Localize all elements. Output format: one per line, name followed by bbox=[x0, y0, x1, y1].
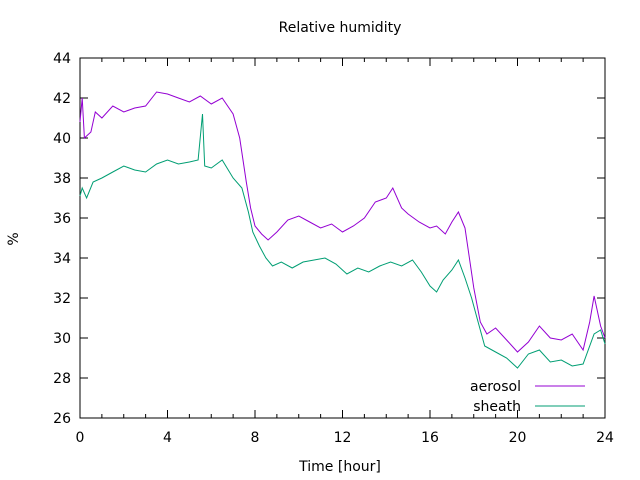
x-tick-label: 0 bbox=[76, 430, 85, 446]
legend-label-sheath: sheath bbox=[473, 399, 521, 415]
x-tick-label: 8 bbox=[251, 430, 260, 446]
axis-ticks: 26 28 30 32 34 36 38 40 42 44 0 4 8 12 16 20 24 bbox=[53, 51, 614, 446]
x-tick-label: 4 bbox=[163, 430, 172, 446]
series-line-sheath bbox=[79, 113, 606, 369]
y-tick-label: 38 bbox=[53, 171, 71, 187]
y-tick-label: 30 bbox=[53, 331, 71, 347]
y-tick-label: 26 bbox=[53, 411, 71, 427]
y-axis-label: % bbox=[6, 232, 22, 245]
plot-border bbox=[79, 57, 606, 419]
y-tick-label: 36 bbox=[53, 211, 71, 227]
y-tick-label: 28 bbox=[53, 371, 71, 387]
series-line-aerosol bbox=[79, 91, 606, 353]
legend: aerosol sheath bbox=[470, 379, 585, 415]
x-tick-label: 16 bbox=[421, 430, 439, 446]
y-tick-label: 40 bbox=[53, 131, 71, 147]
chart-title: Relative humidity bbox=[279, 20, 402, 36]
series-lines bbox=[79, 91, 606, 369]
y-tick-label: 32 bbox=[53, 291, 71, 307]
x-tick-label: 20 bbox=[509, 430, 527, 446]
y-tick-label: 42 bbox=[53, 91, 71, 107]
legend-label-aerosol: aerosol bbox=[470, 379, 521, 395]
x-tick-label: 12 bbox=[334, 430, 352, 446]
y-tick-label: 34 bbox=[53, 251, 71, 267]
x-axis-label: Time [hour] bbox=[298, 459, 381, 475]
y-tick-label: 44 bbox=[53, 51, 71, 67]
x-tick-label: 24 bbox=[596, 430, 614, 446]
